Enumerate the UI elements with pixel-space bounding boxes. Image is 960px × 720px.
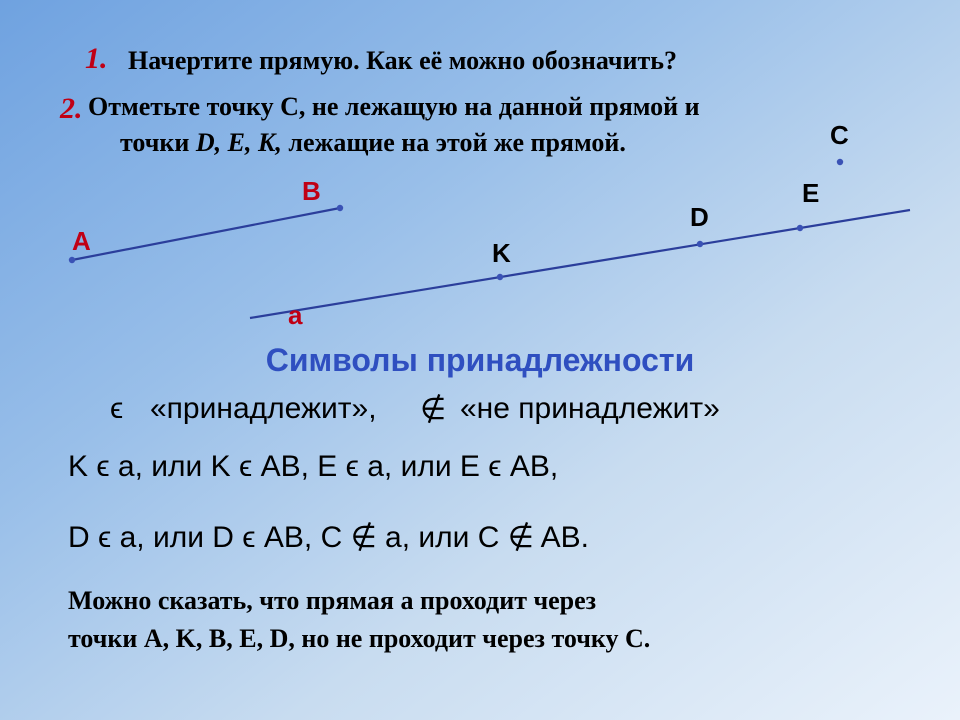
line-label-a: a <box>288 300 302 331</box>
point-k <box>497 274 503 280</box>
symbol-belongs: ϵ <box>110 392 123 426</box>
point-label-k: K <box>492 238 511 269</box>
point-e <box>797 225 803 231</box>
example-line-2: D ϵ a, или D ϵ AB, C ∉ a, или C ∉ AB. <box>68 520 589 555</box>
point-b <box>337 205 343 211</box>
label-not-belongs: «не принадлежит» <box>460 392 720 426</box>
point-label-a: A <box>72 226 91 257</box>
symbol-not-belongs: ∉ <box>420 392 446 427</box>
point-label-c: C <box>830 120 849 151</box>
point-a <box>69 257 75 263</box>
point-d <box>697 241 703 247</box>
line-a <box>250 210 910 318</box>
point-label-e: E <box>802 178 819 209</box>
point-label-d: D <box>690 202 709 233</box>
footer-line-1: Можно сказать, что прямая a проходит чер… <box>68 586 596 615</box>
footer-line-2: точки А, K, B, E, D, но не проходит чере… <box>68 624 650 653</box>
point-label-b: B <box>302 176 321 207</box>
membership-heading: Символы принадлежности <box>0 342 960 379</box>
example-line-1: K ϵ a, или K ϵ AB, E ϵ a, или E ϵ AB, <box>68 450 558 484</box>
segment-ab <box>72 208 340 260</box>
point-c <box>837 159 843 165</box>
footer-statement: Можно сказать, что прямая a проходит чер… <box>68 582 650 657</box>
label-belongs: «принадлежит», <box>150 392 377 426</box>
